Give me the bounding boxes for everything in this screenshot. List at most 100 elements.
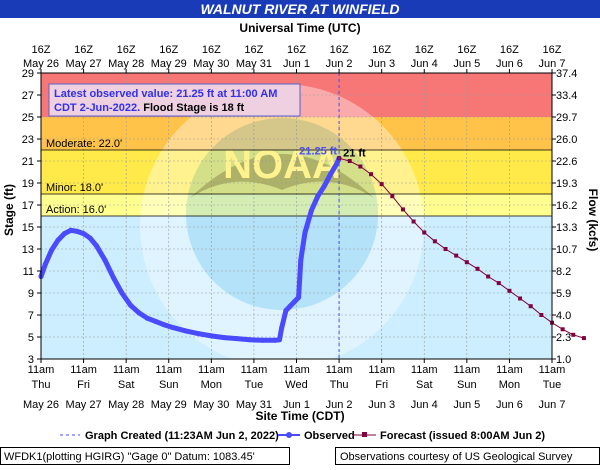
y2-tick-label: 13.3 — [556, 222, 577, 234]
y-tick-label: 21 — [22, 156, 34, 168]
top-tick-date: May 26 — [23, 58, 59, 70]
observed-point — [127, 302, 133, 308]
info-line-1: Latest observed value: 21.25 ft at 11:00… — [54, 88, 277, 100]
chart-title: WALNUT RIVER AT WINFIELD — [200, 1, 399, 17]
observed-point — [315, 193, 321, 199]
y2-tick-label: 37.4 — [556, 68, 577, 80]
info-line-2-date: CDT 2-Jun-2022. — [54, 102, 140, 114]
legend-forecast-marker — [362, 432, 367, 437]
top-tick-time: 16Z — [415, 44, 434, 56]
observed-point — [321, 183, 327, 189]
y-tick-label: 5 — [28, 332, 34, 344]
observed-point — [196, 331, 202, 337]
y-tick-label: 25 — [22, 112, 34, 124]
forecast-point — [486, 274, 491, 279]
observed-point — [81, 231, 87, 237]
legend-observed-label: Observed — [304, 430, 355, 442]
forecast-point — [507, 288, 512, 293]
x-tick-day: Wed — [285, 379, 307, 391]
observed-series — [38, 155, 342, 343]
legend-observed-marker — [286, 432, 292, 438]
x-tick-day: Fri — [77, 379, 90, 391]
observed-point — [61, 231, 67, 237]
y2-axis-ticks: 1.0 2.3 4.0 5.9 8.2 10.7 13.3 16.2 19.3 22.6 26.0 2… — [552, 68, 577, 366]
observed-point — [42, 261, 48, 267]
observed-point — [183, 328, 189, 334]
x-tick-day: Tue — [245, 379, 264, 391]
y2-tick-label: 8.2 — [556, 266, 571, 278]
x-tick-date: Jun 4 — [411, 399, 438, 411]
observed-point — [161, 322, 167, 328]
top-tick-time: 16Z — [244, 44, 263, 56]
legend-forecast-label: Forecast (issued 8:00AM Jun 2) — [380, 430, 545, 442]
x-tick-date: May 28 — [108, 399, 144, 411]
footer-courtesy: Observations courtesy of US Geological S… — [340, 451, 573, 463]
forecast-point — [390, 194, 395, 199]
x-tick-time: 11am — [368, 364, 395, 376]
observed-point — [55, 237, 61, 243]
x-tick-date: Jun 7 — [539, 399, 566, 411]
top-tick-time: 16Z — [330, 44, 349, 56]
flood-label-minor: Minor: 18.0' — [46, 182, 103, 194]
top-tick-time: 16Z — [74, 44, 93, 56]
top-tick-date: May 28 — [108, 58, 144, 70]
observed-point — [308, 208, 314, 213]
observed-point — [272, 337, 278, 343]
top-tick-time: 16Z — [457, 44, 476, 56]
y2-tick-label: 26.0 — [556, 134, 577, 146]
observed-point — [283, 308, 289, 314]
top-axis-ticks: 16Z May 26 16Z May 27 16Z May 28 16Z May 29 16Z M… — [23, 44, 565, 73]
x-tick-date: May 29 — [151, 399, 187, 411]
flood-label-moderate: Moderate: 22.0' — [46, 138, 122, 150]
observed-point — [110, 275, 116, 281]
footer-plotting-info: WFDK1(plotting HGIRG) "Gage 0" Datum: 10… — [4, 451, 255, 463]
y-tick-label: 27 — [22, 90, 34, 102]
forecast-point — [581, 336, 586, 341]
forecast-point — [518, 296, 523, 301]
top-tick-time: 16Z — [287, 44, 306, 56]
observed-point — [119, 290, 125, 296]
x-tick-day: Tue — [543, 379, 562, 391]
x-tick-time: 11am — [198, 364, 225, 376]
y2-tick-label: 19.3 — [556, 178, 577, 190]
x-tick-time: 11am — [241, 364, 268, 376]
observed-point — [144, 315, 150, 321]
y-tick-label: 17 — [22, 200, 34, 212]
x-tick-day: Thu — [330, 379, 349, 391]
y2-tick-label: 5.9 — [556, 288, 571, 300]
y2-tick-label: 29.7 — [556, 112, 577, 124]
forecast-point — [432, 239, 437, 244]
x-tick-time: 11am — [113, 364, 140, 376]
top-tick-time: 16Z — [32, 44, 51, 56]
legend-created-label: Graph Created (11:23AM Jun 2, 2022) — [85, 430, 279, 442]
observed-point — [302, 230, 308, 235]
y2-tick-label: 4.0 — [556, 310, 571, 322]
x-tick-day: Fri — [375, 379, 388, 391]
observed-point — [298, 257, 304, 263]
forecast-point — [379, 182, 384, 187]
y-tick-label: 7 — [28, 310, 34, 322]
x-tick-day: Mon — [201, 379, 222, 391]
y2-tick-label: 33.4 — [556, 90, 577, 102]
observed-point — [276, 337, 282, 343]
forecast-point — [369, 172, 374, 177]
x-tick-time: 11am — [496, 364, 523, 376]
y2-axis-title: Flow (kcfs) — [586, 189, 600, 252]
forecast-series — [337, 156, 586, 341]
observed-point — [87, 235, 93, 241]
observed-point — [287, 303, 293, 309]
observed-point — [74, 228, 80, 234]
watermark-inner-circle — [186, 118, 378, 310]
forecast-point — [539, 313, 544, 317]
x-tick-day: Mon — [499, 379, 520, 391]
x-tick-time: 11am — [70, 364, 97, 376]
x-axis-ticks: 11am Thu May 26 11am Fri May 27 11am Sat May 28 1… — [23, 359, 566, 411]
x-tick-day: Sun — [159, 379, 179, 391]
top-tick-time: 16Z — [159, 44, 178, 56]
y-tick-label: 19 — [22, 178, 34, 190]
forecast-point — [422, 230, 427, 235]
forecast-point — [528, 304, 533, 309]
x-tick-date: Jun 6 — [496, 399, 523, 411]
observed-point — [291, 299, 297, 305]
title-bar — [0, 0, 600, 18]
